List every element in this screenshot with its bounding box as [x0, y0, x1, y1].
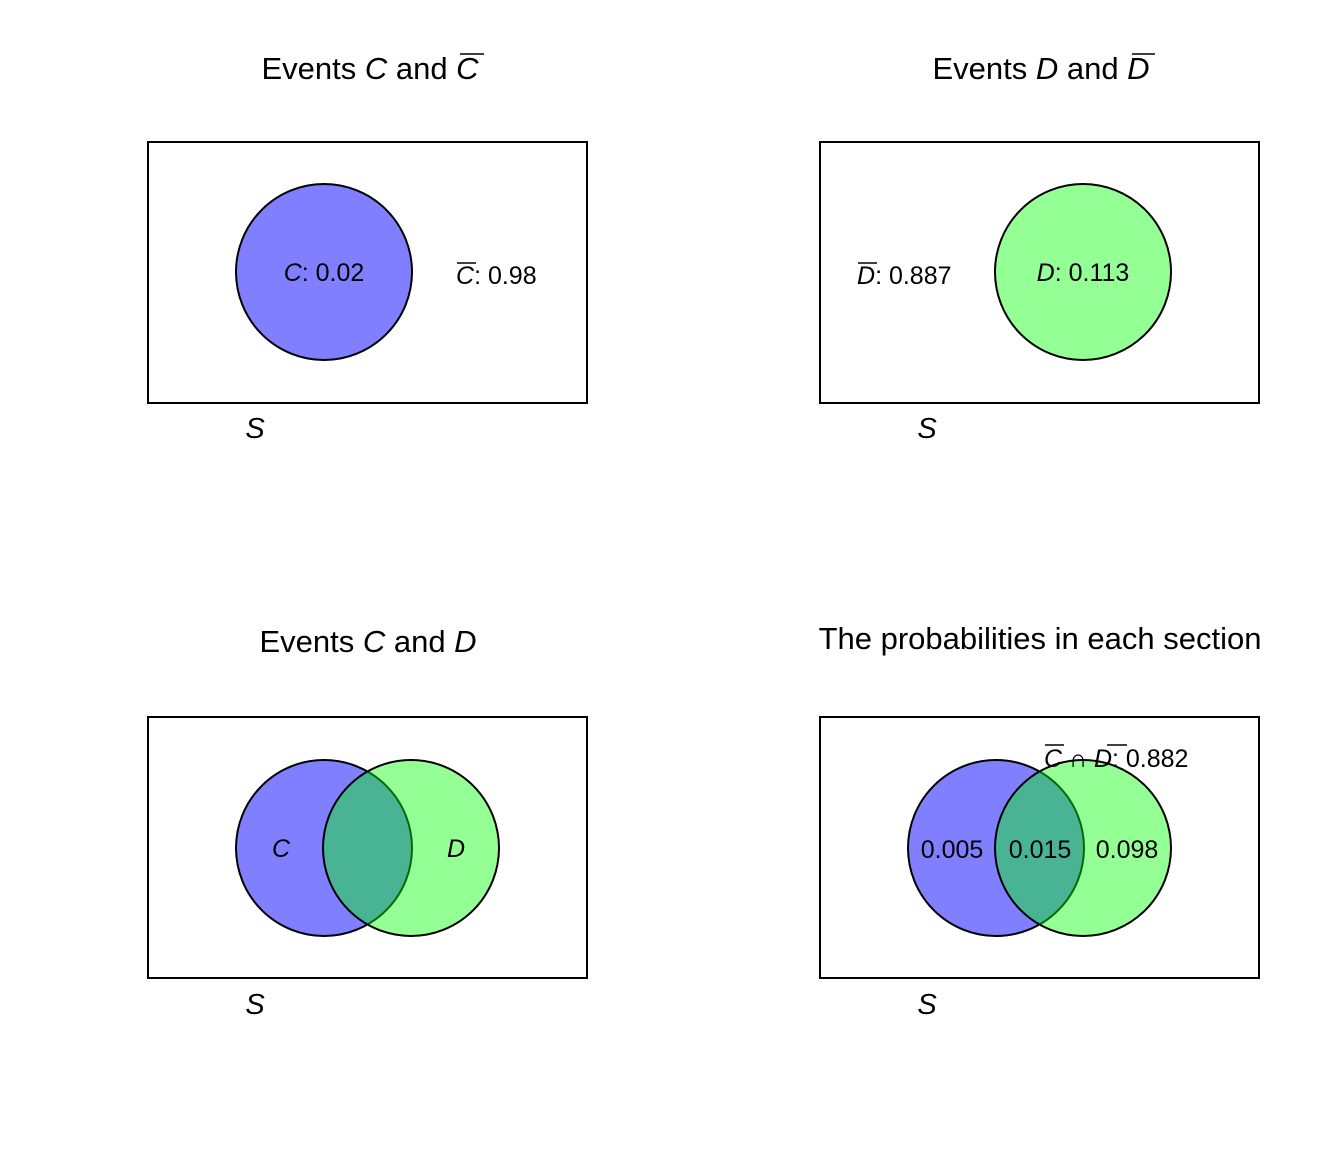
- sample-space-rect: [147, 716, 588, 979]
- circle-c-label: C: 0.02: [284, 259, 365, 287]
- c-only-probability: 0.005: [921, 836, 984, 864]
- sample-space-rect: [819, 716, 1260, 979]
- complement-d-label: D: 0.887: [857, 262, 952, 290]
- panel-title: Events C and C: [261, 51, 479, 86]
- sample-space-rect: [147, 141, 588, 404]
- sample-space-rect: [819, 141, 1260, 404]
- sample-space-label: S: [917, 989, 937, 1021]
- circle-c-label: C: [272, 835, 291, 863]
- circle-d-label: D: 0.113: [1037, 259, 1130, 287]
- panel-c-and-d: Events C and D C D S: [147, 624, 588, 1021]
- panel-title: Events C and D: [259, 624, 476, 659]
- intersection-probability: 0.015: [1009, 836, 1072, 864]
- neither-region-label: C ∩ D: 0.882: [1044, 745, 1188, 773]
- d-only-probability: 0.098: [1096, 836, 1159, 864]
- sample-space-label: S: [917, 413, 937, 445]
- circle-c: [235, 183, 413, 361]
- panel-title: The probabilities in each section: [819, 621, 1262, 656]
- sample-space-label: S: [245, 989, 265, 1021]
- circle-d: [994, 183, 1172, 361]
- panel-d-and-d-complement: Events D and D D: 0.887 D: 0.113 S: [819, 51, 1260, 445]
- circle-d-label: D: [447, 835, 465, 863]
- circle-d: [322, 759, 500, 937]
- panel-section-probabilities: The probabilities in each section C ∩ D:…: [819, 621, 1262, 1021]
- sample-space-label: S: [245, 413, 265, 445]
- panel-c-and-c-complement: Events C and C C: 0.02 C: 0.98 S: [147, 51, 588, 445]
- circle-d: [994, 759, 1172, 937]
- panel-title: Events D and D: [932, 51, 1149, 86]
- complement-c-label: C: 0.98: [456, 262, 537, 290]
